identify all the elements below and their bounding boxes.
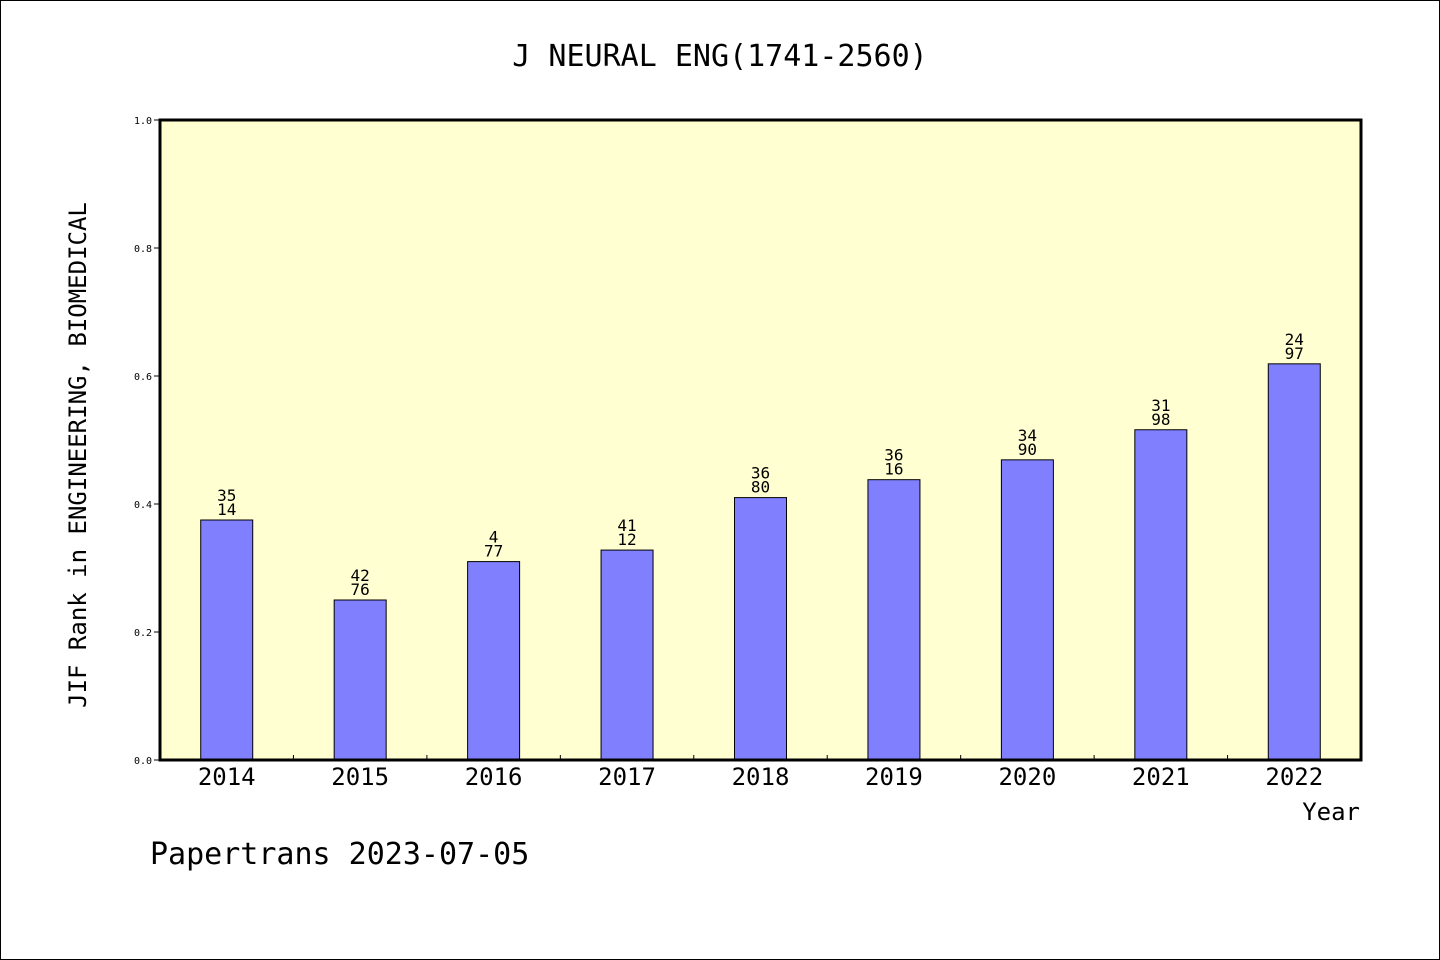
y-tick-label: 0.4: [134, 500, 152, 511]
plot-border: [158, 118, 1363, 762]
bar-label-rank: 31: [1151, 396, 1170, 415]
x-tick-label: 2020: [998, 763, 1056, 791]
y-tick-label: 0.2: [134, 628, 152, 639]
bar-label-total: 97: [1285, 344, 1304, 363]
bar-label-total: 80: [751, 478, 770, 497]
bar-label-rank: 41: [617, 516, 636, 535]
x-tick-label: 2018: [732, 763, 790, 791]
bar: [1134, 429, 1188, 761]
bar: [867, 479, 921, 761]
bar-label-rank: 4: [489, 528, 499, 547]
bar: [1000, 459, 1054, 761]
bar-label-rank: 35: [217, 486, 236, 505]
y-tick-label: 0.8: [134, 244, 152, 255]
x-tick-label: 2022: [1265, 763, 1323, 791]
y-axis-label: JIF Rank in ENGINEERING, BIOMEDICAL: [64, 202, 92, 708]
bar-label-rank: 36: [884, 446, 903, 465]
bar-label-rank: 24: [1285, 330, 1304, 349]
bar-label-total: 12: [617, 530, 636, 549]
y-tick-label: 1.0: [134, 116, 152, 127]
x-tick-label: 2014: [198, 763, 256, 791]
x-tick-label: 2015: [331, 763, 389, 791]
y-tick-label: 0.6: [134, 372, 152, 383]
y-axis-ticks: 0.0 0.2 0.4 0.6 0.8 1.0: [134, 116, 160, 767]
x-tick-label: 2019: [865, 763, 923, 791]
bar-label-total: 16: [884, 460, 903, 479]
bar-label-rank: 34: [1018, 426, 1037, 445]
bar: [333, 599, 387, 761]
chart-title: J NEURAL ENG(1741-2560): [512, 39, 927, 74]
bar-label-rank: 36: [751, 464, 770, 483]
x-axis-ticks: 2014 2015 2016 2017 2018 2019 2020 2021 2022: [198, 755, 1323, 791]
y-tick-label: 0.0: [134, 756, 152, 767]
x-tick-label: 2021: [1132, 763, 1190, 791]
bar: [600, 549, 654, 761]
x-tick-label: 2017: [598, 763, 656, 791]
bar-label-total: 98: [1151, 410, 1170, 429]
x-tick-label: 2016: [465, 763, 523, 791]
bar: [200, 519, 254, 761]
bar-label-rank: 42: [351, 566, 370, 585]
x-axis-label: Year: [1302, 798, 1360, 826]
bar: [467, 561, 521, 761]
bar: [734, 497, 787, 761]
bar-label-total: 77: [484, 542, 503, 561]
bar-label-total: 14: [217, 500, 236, 519]
bar-label-total: 76: [351, 580, 370, 599]
bar: [1267, 363, 1321, 761]
footer-text: Papertrans 2023-07-05: [150, 837, 529, 872]
bar-label-total: 90: [1018, 440, 1037, 459]
